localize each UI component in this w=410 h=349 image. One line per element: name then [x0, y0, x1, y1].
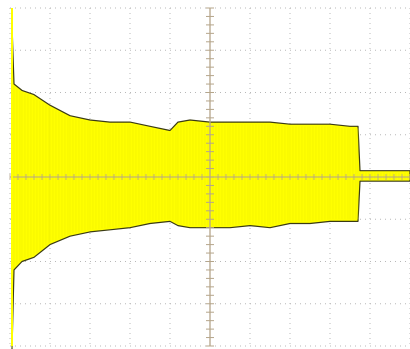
center-axes	[9, 7, 410, 347]
signal-envelope	[11, 24, 410, 349]
